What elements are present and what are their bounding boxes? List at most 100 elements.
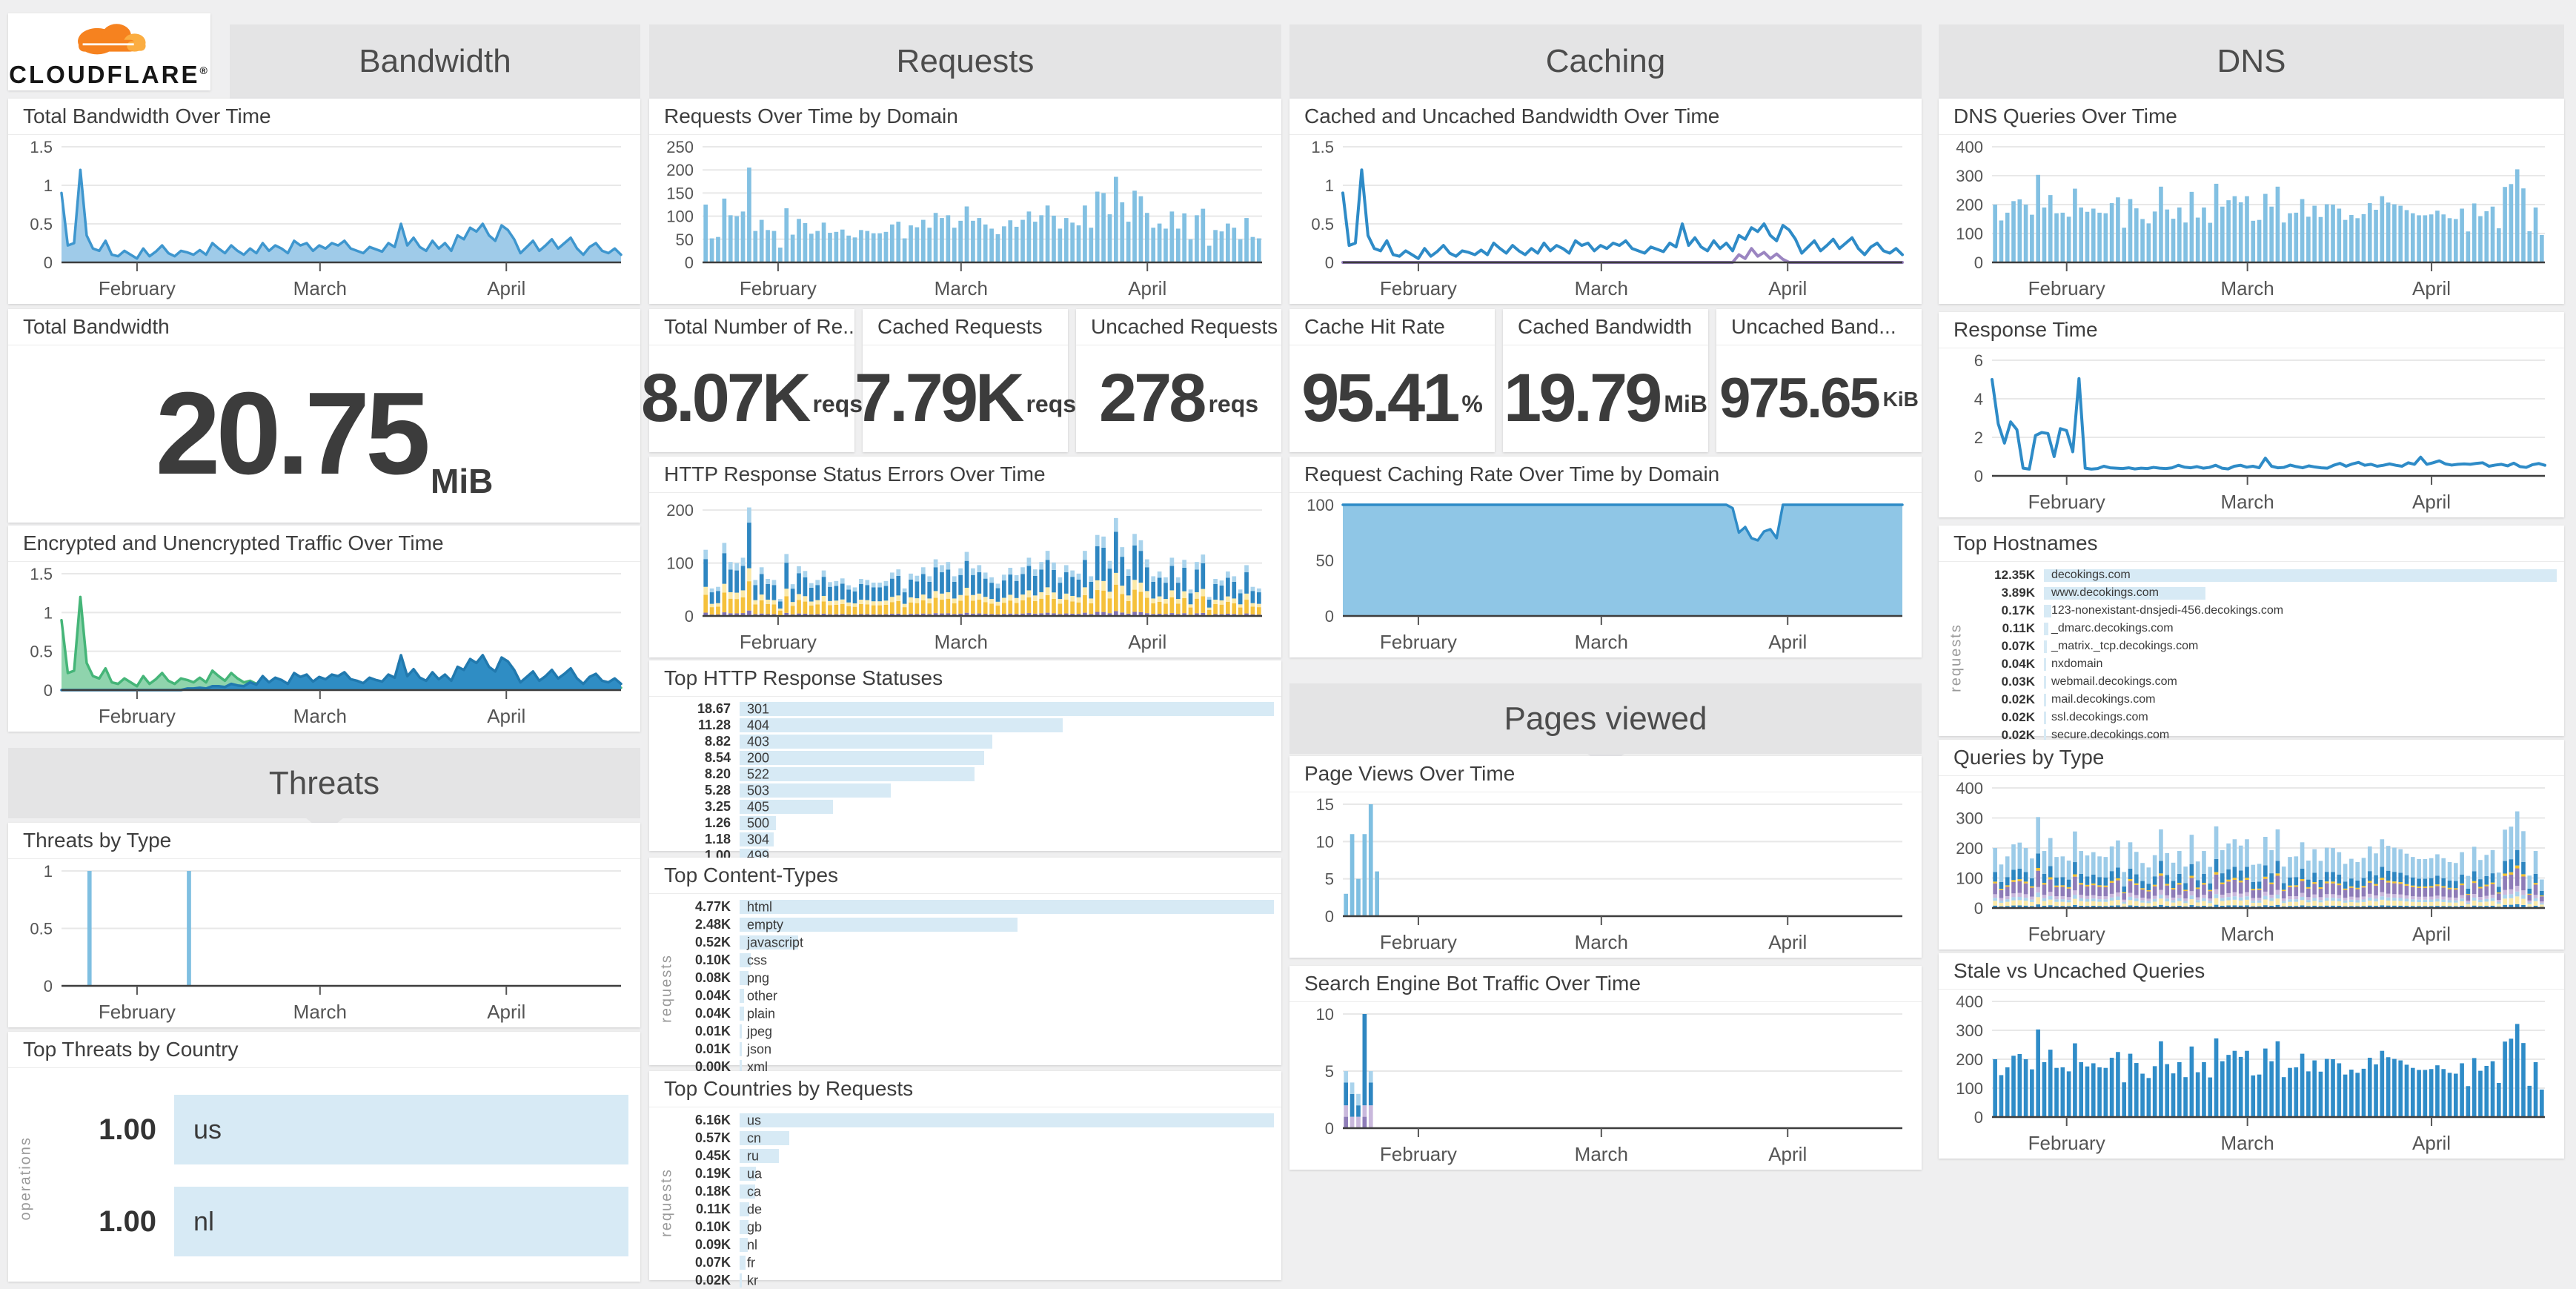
list-row: 0.11K de xyxy=(649,1201,1281,1218)
svg-text:0: 0 xyxy=(1974,254,1983,272)
svg-text:5: 5 xyxy=(1325,1062,1334,1081)
section-tab-requests[interactable]: Requests xyxy=(649,24,1281,113)
dns-queries-bar-chart: 0 100 200 300 400 February March April xyxy=(1939,135,2564,304)
row-label: decokings.com xyxy=(2051,568,2131,581)
svg-text:0: 0 xyxy=(1974,467,1983,486)
row-value: 12.35K xyxy=(1994,567,2035,582)
row-bar xyxy=(2044,569,2557,582)
row-value: 0.07K xyxy=(694,1255,731,1270)
row-label: empty xyxy=(747,917,784,932)
cloudflare-logo[interactable]: CLOUDFLARE® xyxy=(8,13,210,90)
section-tab-caching[interactable]: Caching xyxy=(1289,24,1922,113)
row-bar xyxy=(740,989,745,1003)
row-value: 8.54 xyxy=(704,750,731,765)
svg-text:100: 100 xyxy=(1956,225,1983,243)
panel-title: Top Hostnames xyxy=(1939,526,2564,562)
panel-title: Response Time xyxy=(1939,312,2564,348)
row-label: gb xyxy=(747,1219,763,1234)
row-label: 404 xyxy=(747,718,770,732)
row-value: 0.10K xyxy=(694,1219,731,1234)
svg-text:March: March xyxy=(1575,277,1628,299)
svg-text:300: 300 xyxy=(1956,167,1983,185)
row-value: 6.16K xyxy=(694,1113,731,1127)
panel-bot-traffic: Search Engine Bot Traffic Over Time 0 5 10… xyxy=(1289,966,1922,1170)
row-label: de xyxy=(747,1202,763,1216)
metric-value: 975.65 xyxy=(1719,367,1880,430)
metric-unit: MiB xyxy=(431,461,494,500)
top-statuses-list: 18.67 301 11.28 404 8.82 403 8.54 200 8.20 522 5.2… xyxy=(649,697,1281,863)
list-row: 0.11K _dmarc.decokings.com xyxy=(1939,620,2564,637)
threats-by-type-bar-chart: 0 0.5 1 February March April xyxy=(8,859,640,1027)
svg-text:100: 100 xyxy=(666,554,694,573)
row-label: ssl.decokings.com xyxy=(2051,710,2148,723)
list-row: 2.48K empty xyxy=(649,916,1281,933)
row-label: plain xyxy=(747,1006,776,1021)
svg-text:April: April xyxy=(1768,631,1807,653)
row-bar xyxy=(740,1131,789,1145)
svg-text:2: 2 xyxy=(1974,428,1983,447)
svg-text:10: 10 xyxy=(1316,832,1334,851)
row-value: 8.82 xyxy=(704,734,731,749)
card-cached-bandwidth: Cached Bandwidth 19.79 MiB xyxy=(1503,309,1708,452)
top-countries-list: requests 6.16K us 0.57K cn 0.45K ru 0.19K ua 0.1… xyxy=(649,1107,1281,1288)
list-row: 0.01K json xyxy=(649,1041,1281,1058)
row-label: png xyxy=(747,970,770,985)
svg-text:300: 300 xyxy=(1956,1021,1983,1040)
list-row: 0.09K nl xyxy=(649,1236,1281,1253)
panel-title: Requests Over Time by Domain xyxy=(649,99,1281,135)
card-cached-requests: Cached Requests 7.79K reqs xyxy=(854,309,1076,452)
svg-text:10: 10 xyxy=(1316,1005,1334,1024)
section-tab-dns[interactable]: DNS xyxy=(1939,24,2564,113)
row-value: 0.10K xyxy=(694,952,731,967)
svg-text:1: 1 xyxy=(44,176,53,195)
metric-unit: reqs xyxy=(1208,391,1259,417)
list-row: 0.04K plain xyxy=(649,1005,1281,1022)
section-tab-bandwidth[interactable]: Bandwidth xyxy=(230,24,640,113)
section-tab-pages-viewed[interactable]: Pages viewed xyxy=(1289,683,1922,769)
row-value: 0.01K xyxy=(694,1041,731,1056)
list-row: 0.01K jpeg xyxy=(649,1023,1281,1040)
row-value: 0.01K xyxy=(694,1024,731,1038)
svg-text:50: 50 xyxy=(676,231,694,249)
list-row: 0.00K xml xyxy=(649,1058,1281,1076)
svg-text:100: 100 xyxy=(666,208,694,226)
panel-dns-queries: DNS Queries Over Time 0 100 200 300 400 Febru… xyxy=(1939,99,2564,304)
section-tab-label: Caching xyxy=(1545,43,1666,79)
row-bar xyxy=(2044,694,2046,706)
list-row: 0.10K gb xyxy=(649,1219,1281,1236)
row-label: ru xyxy=(747,1148,760,1163)
card-title: Uncached Requests xyxy=(1076,309,1281,345)
svg-text:April: April xyxy=(487,1001,525,1023)
row-value: 0.11K xyxy=(695,1202,731,1216)
list-row: 1.18 304 xyxy=(649,832,1281,847)
row-bar xyxy=(740,1273,742,1288)
panel-caching-rate: Request Caching Rate Over Time by Domain… xyxy=(1289,457,1922,657)
row-label: xml xyxy=(747,1059,768,1074)
row-value: 0.11K xyxy=(2002,620,2035,635)
svg-text:February: February xyxy=(1380,1143,1457,1165)
card-cache-hit-rate: Cache Hit Rate 95.41 % xyxy=(1289,309,1495,452)
panel-requests-over-time: Requests Over Time by Domain 0 50 100 150 20… xyxy=(649,99,1281,304)
panel-encrypted-traffic: Encrypted and Unencrypted Traffic Over T… xyxy=(8,526,640,732)
svg-text:0.5: 0.5 xyxy=(30,215,53,233)
list-row: 0.02K kr xyxy=(649,1272,1281,1289)
section-tab-threats[interactable]: Threats xyxy=(8,748,640,833)
svg-text:4: 4 xyxy=(1974,390,1983,408)
row-label: _dmarc.decokings.com xyxy=(2051,621,2174,634)
row-bar xyxy=(2044,712,2046,724)
row-label: us xyxy=(747,1113,762,1127)
panel-title: Search Engine Bot Traffic Over Time xyxy=(1289,966,1922,1002)
metric-unit: % xyxy=(1461,391,1483,417)
row-bar xyxy=(740,800,833,814)
svg-text:400: 400 xyxy=(1956,138,1983,156)
row-bar xyxy=(740,1113,1274,1127)
svg-text:200: 200 xyxy=(1956,196,1983,214)
row-label: mail.decokings.com xyxy=(2051,692,2156,706)
panel-title: Page Views Over Time xyxy=(1289,756,1922,792)
row-bar xyxy=(2044,623,2049,635)
section-tab-label: Requests xyxy=(896,43,1035,79)
metric-unit: reqs xyxy=(1026,391,1077,417)
panel-top-hostnames: Top Hostnames requests 12.35K decokings.c… xyxy=(1939,526,2564,742)
svg-text:March: March xyxy=(1575,1143,1628,1165)
row-label: 304 xyxy=(747,832,770,846)
